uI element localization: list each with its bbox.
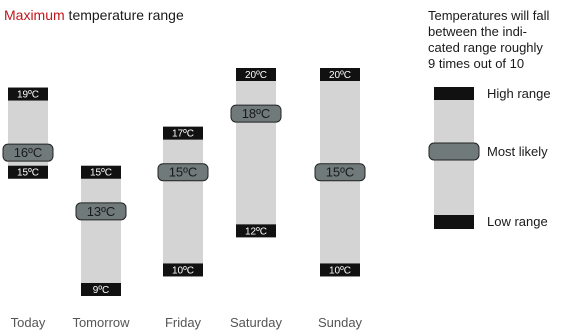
legend-low-label: Low range	[487, 214, 548, 229]
low-cap	[236, 224, 276, 238]
low-label: 15ºC	[17, 168, 39, 179]
day-label: Friday	[165, 315, 202, 330]
likely-pill	[75, 202, 127, 221]
likely-pill	[314, 163, 366, 182]
low-label: 9ºC	[93, 285, 109, 296]
legend-note-line: 9 times out of 10	[428, 56, 525, 71]
likely-pill	[157, 163, 209, 182]
day-label: Tomorrow	[72, 315, 130, 330]
range-band	[236, 68, 276, 238]
legend-likely-pill	[428, 142, 480, 161]
range-bands: 19ºC 15ºC 16ºC 15ºC 9ºC 13ºC 17ºC 10ºC 15ºC 20ºC 1…	[2, 68, 366, 296]
chart-title-rest: temperature range	[64, 7, 184, 23]
high-label: 15ºC	[90, 168, 112, 179]
likely-label: 18ºC	[242, 106, 271, 121]
high-cap	[320, 68, 360, 81]
range-band	[8, 87, 48, 179]
high-label: 17ºC	[172, 129, 194, 140]
low-label: 10ºC	[172, 265, 194, 276]
day-label: Today	[11, 315, 46, 330]
likely-label: 15ºC	[326, 165, 355, 180]
legend-note-line: cated range roughly	[428, 40, 543, 55]
legend-low-cap	[434, 215, 474, 229]
legend-graphic: High range Most likely Low range	[428, 86, 551, 229]
legend-likely-label: Most likely	[487, 144, 548, 159]
low-cap	[163, 263, 203, 277]
low-label: 12ºC	[245, 226, 267, 237]
likely-pill	[2, 143, 54, 162]
low-label: 10ºC	[329, 265, 351, 276]
legend-note-line: between the indi-	[428, 24, 528, 39]
likely-label: 15ºC	[169, 165, 198, 180]
legend-note: Temperatures will fall between the indi-…	[428, 8, 564, 72]
range-band	[81, 165, 121, 296]
high-label: 20ºC	[245, 70, 267, 81]
likely-pill	[230, 104, 282, 123]
high-cap	[236, 68, 276, 81]
legend-high-cap	[434, 87, 474, 100]
legend-high-label: High range	[487, 86, 551, 101]
low-cap	[8, 165, 48, 179]
high-label: 19ºC	[17, 90, 39, 101]
legend-note-line: Temperatures will fall	[428, 8, 550, 23]
day-label: Sunday	[318, 315, 363, 330]
likely-label: 13ºC	[87, 204, 116, 219]
low-cap	[81, 283, 121, 296]
likely-label: 16ºC	[14, 145, 43, 160]
high-cap	[8, 87, 48, 101]
high-cap	[81, 165, 121, 179]
low-cap	[320, 263, 360, 277]
chart-title: Maximum temperature range	[4, 6, 184, 24]
chart-title-accent: Maximum	[4, 7, 65, 23]
range-band	[163, 126, 203, 277]
day-label: Saturday	[230, 315, 283, 330]
high-cap	[163, 126, 203, 140]
high-label: 20ºC	[329, 70, 351, 81]
